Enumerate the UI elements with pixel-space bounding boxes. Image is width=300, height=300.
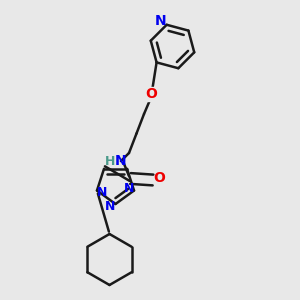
Text: N: N	[155, 14, 167, 28]
Text: N: N	[115, 154, 127, 168]
Text: O: O	[146, 88, 158, 101]
Text: N: N	[124, 182, 134, 195]
Text: N: N	[97, 186, 107, 200]
Text: H: H	[105, 154, 115, 168]
Text: O: O	[154, 172, 166, 185]
Text: N: N	[105, 200, 115, 213]
